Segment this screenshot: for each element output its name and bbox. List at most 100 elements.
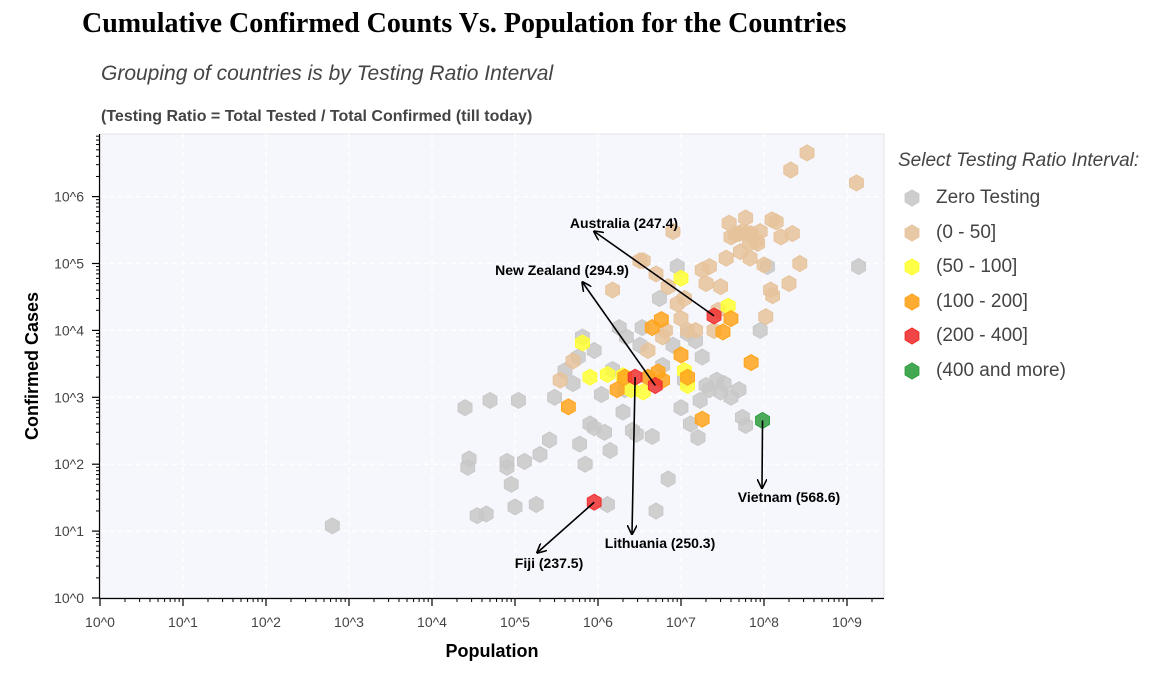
point-zero-testing <box>690 429 706 447</box>
legend-swatch-icon <box>904 362 920 380</box>
point-zero-testing <box>324 517 340 535</box>
chart-subtitle: Grouping of countries is by Testing Rati… <box>101 62 554 85</box>
point-0-50 <box>713 278 728 296</box>
y-tick-label: 10^6 <box>54 189 84 205</box>
point-0-50 <box>792 254 808 273</box>
legend-item[interactable]: (0 - 50] <box>898 216 1139 251</box>
point-zero-testing <box>660 470 676 488</box>
point-0-50 <box>702 258 717 276</box>
point-0-50 <box>752 223 768 241</box>
point-zero-testing <box>752 321 768 339</box>
point-100-200 <box>673 346 689 364</box>
x-tick-label: 10^1 <box>168 614 198 630</box>
point-zero-testing <box>600 495 615 514</box>
annotation-arrow <box>632 377 635 533</box>
point-200-400 <box>586 493 602 511</box>
x-tick-label: 10^7 <box>666 614 696 630</box>
point-0-50 <box>688 321 703 339</box>
point-zero-testing <box>644 427 660 445</box>
legend-item-label: Zero Testing <box>936 187 1041 209</box>
point-zero-testing <box>731 381 747 399</box>
data-points <box>324 144 866 535</box>
point-zero-testing <box>648 502 664 520</box>
x-tick-label: 10^9 <box>832 614 862 630</box>
point-zero-testing <box>594 385 609 404</box>
point-zero-testing <box>716 375 732 393</box>
y-tick-label: 10^4 <box>54 322 84 338</box>
point-0-50 <box>756 256 772 274</box>
legend-item-label: (0 - 50] <box>936 221 997 243</box>
y-tick-label: 10^2 <box>54 456 84 472</box>
legend-item[interactable]: (50 - 100] <box>898 250 1139 285</box>
x-tick-label: 10^4 <box>417 614 447 630</box>
point-50-100 <box>575 334 590 352</box>
legend: Select Testing Ratio Interval: Zero Test… <box>898 150 1139 388</box>
point-0-50 <box>758 308 774 326</box>
point-0-50 <box>765 287 780 305</box>
point-0-50 <box>677 289 692 308</box>
point-zero-testing <box>532 445 548 463</box>
point-zero-testing <box>511 391 526 409</box>
point-50-100 <box>600 365 615 383</box>
axes: 10^0 10^1 10^2 10^3 10^4 10^5 10^6 10^7 10^8 10^9… <box>54 134 884 630</box>
y-tick-label: 10^5 <box>54 256 84 272</box>
point-100-200 <box>680 368 695 386</box>
point-0-50 <box>781 275 797 293</box>
x-tick-label: 10^6 <box>583 614 613 630</box>
legend-swatch-icon <box>904 189 920 207</box>
annotation-arrow <box>538 501 595 552</box>
y-tick-label: 10^0 <box>54 590 84 606</box>
point-0-50 <box>799 144 815 162</box>
testing-ratio-note: (Testing Ratio = Total Tested / Total Co… <box>101 108 533 125</box>
point-0-50 <box>605 281 620 299</box>
legend-swatch-icon <box>904 258 920 276</box>
annotation-label: New Zealand (294.9) <box>495 262 629 278</box>
point-zero-testing <box>851 258 866 276</box>
y-tick-label: 10^3 <box>54 389 84 405</box>
point-100-200 <box>715 323 731 341</box>
point-0-50 <box>648 265 664 283</box>
point-zero-testing <box>602 441 618 460</box>
y-axis-label: Confirmed Cases <box>22 292 42 440</box>
point-50-100 <box>582 368 598 386</box>
point-zero-testing <box>482 391 498 409</box>
annotation-label: Vietnam (568.6) <box>738 489 840 505</box>
legend-swatch-icon <box>904 327 920 345</box>
annotations: Australia (247.4) New Zealand (294.9) Lith… <box>495 215 840 571</box>
x-tick-label: 10^5 <box>500 614 530 630</box>
point-zero-testing <box>738 416 753 434</box>
point-0-50 <box>785 225 800 243</box>
legend-item[interactable]: (100 - 200] <box>898 285 1139 320</box>
point-100-200 <box>694 410 710 428</box>
point-zero-testing <box>577 455 593 473</box>
annotation-arrow <box>762 420 763 487</box>
x-tick-label: 10^8 <box>749 614 779 630</box>
annotation-label: Lithuania (250.3) <box>605 535 715 551</box>
legend-swatch-icon <box>904 293 920 311</box>
point-0-50 <box>783 161 799 179</box>
legend-item[interactable]: (400 and more) <box>898 354 1139 389</box>
point-0-50 <box>552 371 568 389</box>
point-zero-testing <box>673 399 689 417</box>
legend-item-label: (400 and more) <box>936 359 1066 381</box>
point-zero-testing <box>528 495 544 514</box>
point-0-50 <box>768 213 784 231</box>
point-0-50 <box>742 249 758 267</box>
point-zero-testing <box>629 425 644 443</box>
x-tick-label: 10^0 <box>85 614 115 630</box>
point-zero-testing <box>572 435 587 453</box>
point-0-50 <box>698 275 714 293</box>
point-0-50 <box>640 341 656 360</box>
point-0-50 <box>665 223 681 241</box>
annotation-arrow <box>583 283 656 386</box>
legend-item[interactable]: (200 - 400] <box>898 319 1139 354</box>
point-zero-testing <box>597 423 612 441</box>
point-100-200 <box>723 310 739 328</box>
point-zero-testing <box>547 388 562 406</box>
point-100-200 <box>609 381 625 399</box>
point-zero-testing <box>478 505 494 523</box>
point-100-200 <box>561 398 576 416</box>
legend-item[interactable]: Zero Testing <box>898 181 1139 216</box>
annotation-label: Australia (247.4) <box>570 215 678 231</box>
